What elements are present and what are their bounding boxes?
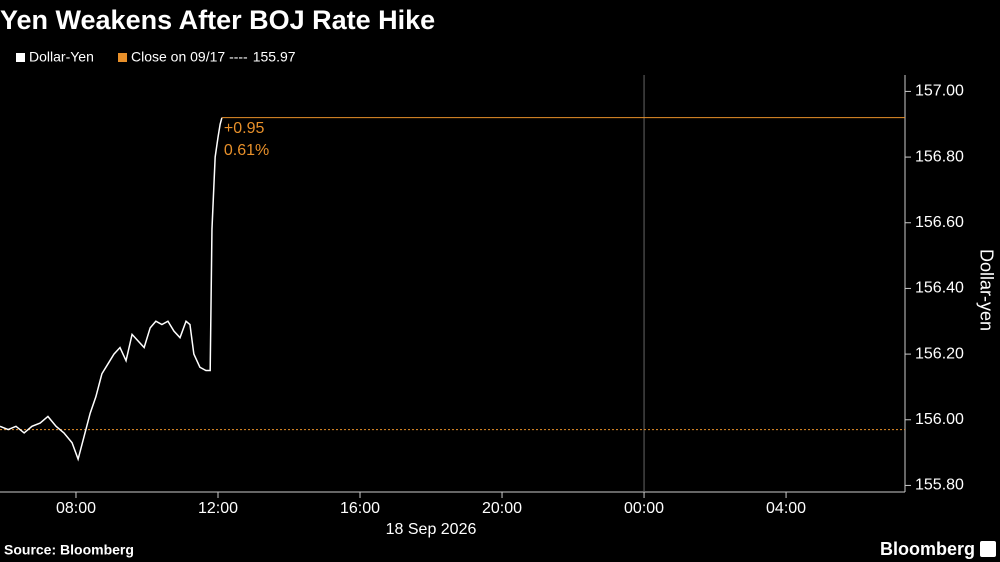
source: Source: Bloomberg	[4, 542, 134, 558]
y-tick-label: 156.40	[915, 280, 964, 297]
legend-label: Dollar-Yen	[29, 49, 94, 65]
price-line	[0, 117, 223, 462]
y-tick-label: 155.80	[915, 477, 964, 494]
x-tick-label: 08:00	[56, 500, 96, 517]
y-tick-label: 157.00	[915, 83, 964, 100]
brand-icon	[980, 541, 996, 557]
x-tick-label: 04:00	[766, 500, 806, 517]
chart-title: Yen Weakens After BOJ Rate Hike	[0, 5, 435, 35]
annotation: 0.61%	[224, 142, 269, 159]
brand: Bloomberg	[880, 539, 975, 559]
y-tick-label: 156.20	[915, 345, 964, 362]
x-date-label: 18 Sep 2026	[386, 521, 477, 538]
x-tick-label: 16:00	[340, 500, 380, 517]
legend-swatch	[16, 53, 25, 62]
legend-swatch	[118, 53, 127, 62]
y-tick-label: 156.80	[915, 148, 964, 165]
y-tick-label: 156.60	[915, 214, 964, 231]
x-tick-label: 12:00	[198, 500, 238, 517]
x-tick-label: 20:00	[482, 500, 522, 517]
legend-label: Close on 09/17 ----	[131, 49, 248, 65]
y-axis-title: Dollar-yen	[976, 249, 996, 331]
annotation: +0.95	[224, 120, 265, 137]
y-tick-label: 156.00	[915, 411, 964, 428]
x-tick-label: 00:00	[624, 500, 664, 517]
legend-value: 155.97	[253, 49, 296, 65]
